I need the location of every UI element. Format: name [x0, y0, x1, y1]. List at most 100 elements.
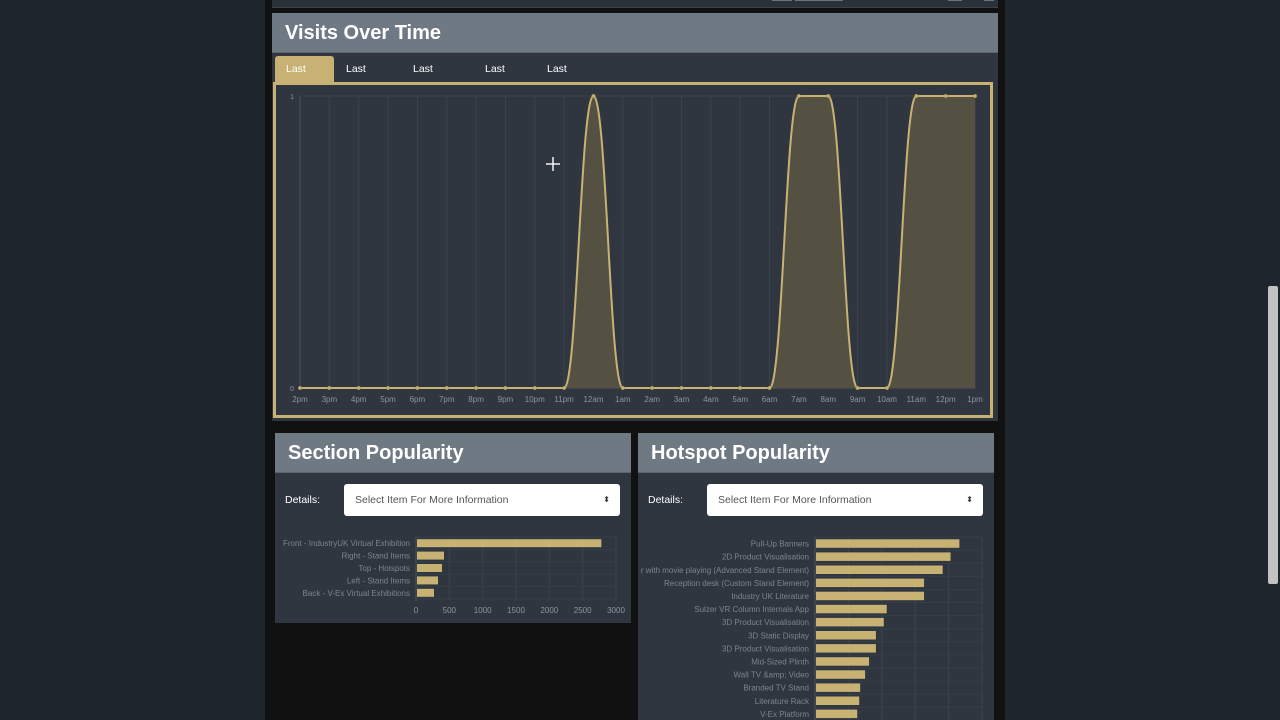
visits-x-tick-label: 4am: [703, 395, 719, 404]
bar-x-tick-label: 1000: [474, 606, 492, 615]
visits-x-tick-label: 2pm: [292, 395, 308, 404]
bar[interactable]: [816, 604, 887, 614]
bar-category-label: Front - IndustryUK Virtual Exhibition: [283, 539, 410, 548]
visits-chart-frame: 2pm 3pm 4pm 5pm 6pm 7pm 8pm 9pm 10pm 11pm 12am 1am 2…: [273, 82, 993, 418]
bar[interactable]: [816, 670, 866, 679]
visits-data-point[interactable]: [503, 385, 508, 391]
bar[interactable]: [816, 539, 960, 548]
visits-data-point[interactable]: [826, 93, 831, 99]
bar[interactable]: [417, 576, 438, 585]
tab-last-month[interactable]: Last Month: [413, 63, 442, 102]
visits-x-tick-label: 8am: [820, 395, 836, 404]
visits-data-point[interactable]: [914, 93, 919, 99]
section-panel: Section Popularity: [275, 433, 631, 623]
visits-x-tick-label: 9pm: [498, 395, 514, 404]
hotspot-panel-title: Hotspot Popularity: [638, 433, 994, 473]
bar-x-tick-label: 0: [414, 606, 419, 615]
visits-data-point[interactable]: [767, 385, 772, 391]
bar-category-label: Left - Stand Items: [347, 576, 410, 585]
bar-category-label: 3D Product Visualisation: [722, 644, 809, 653]
bar-category-label: Back - V-Ex Virtual Exhibitions: [303, 589, 410, 598]
visits-x-tick-label: 4pm: [351, 395, 367, 404]
section-details-label: Details:: [285, 494, 321, 506]
visits-data-point[interactable]: [415, 385, 420, 391]
visits-data-point[interactable]: [620, 385, 625, 391]
bar[interactable]: [816, 552, 951, 561]
visits-data-point[interactable]: [591, 93, 596, 99]
section-chart[interactable]: 0 500 1000 1500 2000 2500 3000 Front - Industry…: [276, 533, 630, 623]
visits-y-tick-label: 0: [290, 386, 294, 393]
bar[interactable]: [816, 591, 925, 601]
visits-data-point[interactable]: [943, 93, 948, 99]
bar-category-label: Wall TV &amp; Video: [734, 671, 810, 680]
visits-x-tick-label: 6pm: [410, 395, 426, 404]
visits-data-point[interactable]: [738, 385, 743, 391]
visits-data-point[interactable]: [356, 385, 361, 391]
bar[interactable]: [816, 657, 870, 666]
visits-data-point[interactable]: [796, 93, 801, 99]
bar[interactable]: [417, 588, 434, 597]
visits-x-tick-label: 5pm: [380, 395, 396, 404]
bar[interactable]: [417, 564, 442, 572]
tab-last-5-years[interactable]: Last 5 Years: [547, 63, 573, 129]
visits-x-tick-label: 12pm: [936, 395, 956, 404]
bar-category-label: Mid-Sized Plinth: [751, 657, 809, 666]
visits-x-tick-label: 2am: [644, 395, 660, 404]
bar[interactable]: [816, 578, 925, 588]
visits-data-point[interactable]: [474, 385, 479, 391]
bar[interactable]: [816, 631, 876, 640]
visits-data-point[interactable]: [562, 385, 567, 391]
toolbar-mark: [984, 0, 994, 1]
bar[interactable]: [816, 644, 876, 653]
visits-x-tick-label: 6am: [762, 395, 778, 404]
visits-x-tick-label: 10pm: [525, 395, 545, 404]
bar[interactable]: [816, 683, 861, 692]
bar[interactable]: [417, 539, 602, 548]
page-scrollbar[interactable]: [1268, 286, 1278, 584]
visits-data-point[interactable]: [884, 385, 890, 391]
bar[interactable]: [417, 551, 444, 560]
visits-data-point[interactable]: [708, 385, 713, 391]
visits-x-tick-label: 7am: [791, 395, 807, 404]
tab-last-day[interactable]: Last Day: [275, 56, 334, 102]
bar-category-label: 3D Static Display: [748, 631, 809, 640]
bar-category-label: Sulzer VR Column Internals App: [694, 605, 809, 614]
bar[interactable]: [816, 617, 884, 627]
section-details-select[interactable]: Select Item For More Information ⬍: [344, 484, 620, 516]
hotspot-chart[interactable]: Pull-Up Banners 2D Product Visualisation r…: [639, 533, 993, 720]
bar[interactable]: [816, 696, 860, 706]
visits-x-tick-label: 12am: [583, 395, 603, 404]
visits-data-point[interactable]: [650, 385, 655, 391]
bar-category-label: Literature Rack: [755, 697, 810, 706]
visits-data-point[interactable]: [444, 385, 449, 391]
visits-data-point[interactable]: [385, 385, 391, 391]
bar-x-tick-label: 3000: [607, 606, 625, 615]
bar[interactable]: [816, 565, 943, 575]
bar[interactable]: [816, 709, 858, 719]
visits-data-point[interactable]: [532, 385, 537, 391]
toolbar-mark: [772, 0, 792, 1]
visits-data-point[interactable]: [855, 385, 860, 391]
visits-data-point[interactable]: [972, 93, 978, 99]
section-panel-title: Section Popularity: [275, 433, 631, 473]
toolbar-mark: [795, 0, 843, 1]
visits-chart[interactable]: 2pm 3pm 4pm 5pm 6pm 7pm 8pm 9pm 10pm 11pm 12am 1am 2…: [276, 85, 990, 415]
visits-x-tick-label: 11pm: [554, 395, 574, 404]
hotspot-details-select[interactable]: Select Item For More Information ⬍: [707, 484, 983, 516]
visits-data-point[interactable]: [327, 385, 332, 391]
visits-x-tick-label: 1am: [615, 395, 631, 404]
visits-x-tick-label: 3am: [674, 395, 690, 404]
visits-x-tick-label: 1pm: [967, 395, 983, 404]
bar-x-tick-label: 500: [443, 606, 457, 615]
visits-x-tick-label: 11am: [907, 395, 927, 404]
visits-x-tick-label: 9am: [850, 395, 866, 404]
tab-last-year[interactable]: Last Year: [485, 63, 506, 102]
bar-category-label: r with movie playing (Advanced Stand Ele…: [641, 566, 809, 575]
visits-x-tick-label: 10am: [877, 395, 897, 404]
visits-data-point[interactable]: [297, 385, 303, 391]
bar-category-label: 3D Product Visualisation: [722, 618, 809, 627]
tab-last-week[interactable]: Last Week: [346, 63, 373, 102]
visits-data-point[interactable]: [679, 385, 684, 391]
bar-category-label: Right - Stand Items: [342, 552, 410, 561]
select-caret-icon: ⬍: [966, 495, 973, 504]
